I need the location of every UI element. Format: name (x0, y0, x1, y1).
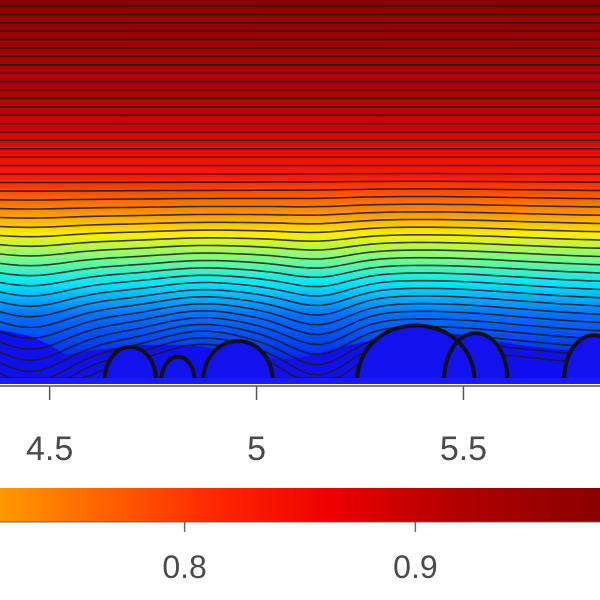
streamline (0, 309, 600, 351)
streamline (0, 330, 600, 379)
x-tick-label: 4.5 (26, 430, 73, 468)
streamline (0, 249, 600, 267)
streamline (0, 203, 600, 210)
streamline (0, 211, 600, 219)
streamline (0, 272, 600, 297)
wall-strip (0, 378, 600, 384)
streamline (0, 302, 600, 340)
colorbar-tick-label: 0.9 (393, 549, 437, 585)
colorbar-axis: 0.8 0.9 (162, 522, 438, 585)
streamline (0, 316, 600, 362)
velocity-field (0, 0, 600, 384)
streamlines (0, 5, 600, 379)
streamline (0, 264, 600, 287)
x-axis: 4.5 5 5.5 (26, 386, 487, 468)
streamline (0, 241, 600, 257)
streamline (0, 287, 600, 318)
streamline (0, 234, 600, 248)
colorbar-tick-label: 0.8 (162, 549, 206, 585)
streamline (0, 256, 600, 277)
streamline (0, 218, 600, 229)
colorbar (0, 488, 600, 522)
surface-bumps (102, 323, 600, 384)
x-tick-label: 5 (247, 430, 266, 468)
streamline (0, 195, 600, 201)
streamline (0, 295, 600, 329)
streamline (0, 226, 600, 238)
streamline (0, 180, 600, 184)
x-tick-label: 5.5 (440, 430, 487, 468)
streamline (0, 323, 600, 373)
streamline (0, 188, 600, 192)
streamline (0, 279, 600, 308)
